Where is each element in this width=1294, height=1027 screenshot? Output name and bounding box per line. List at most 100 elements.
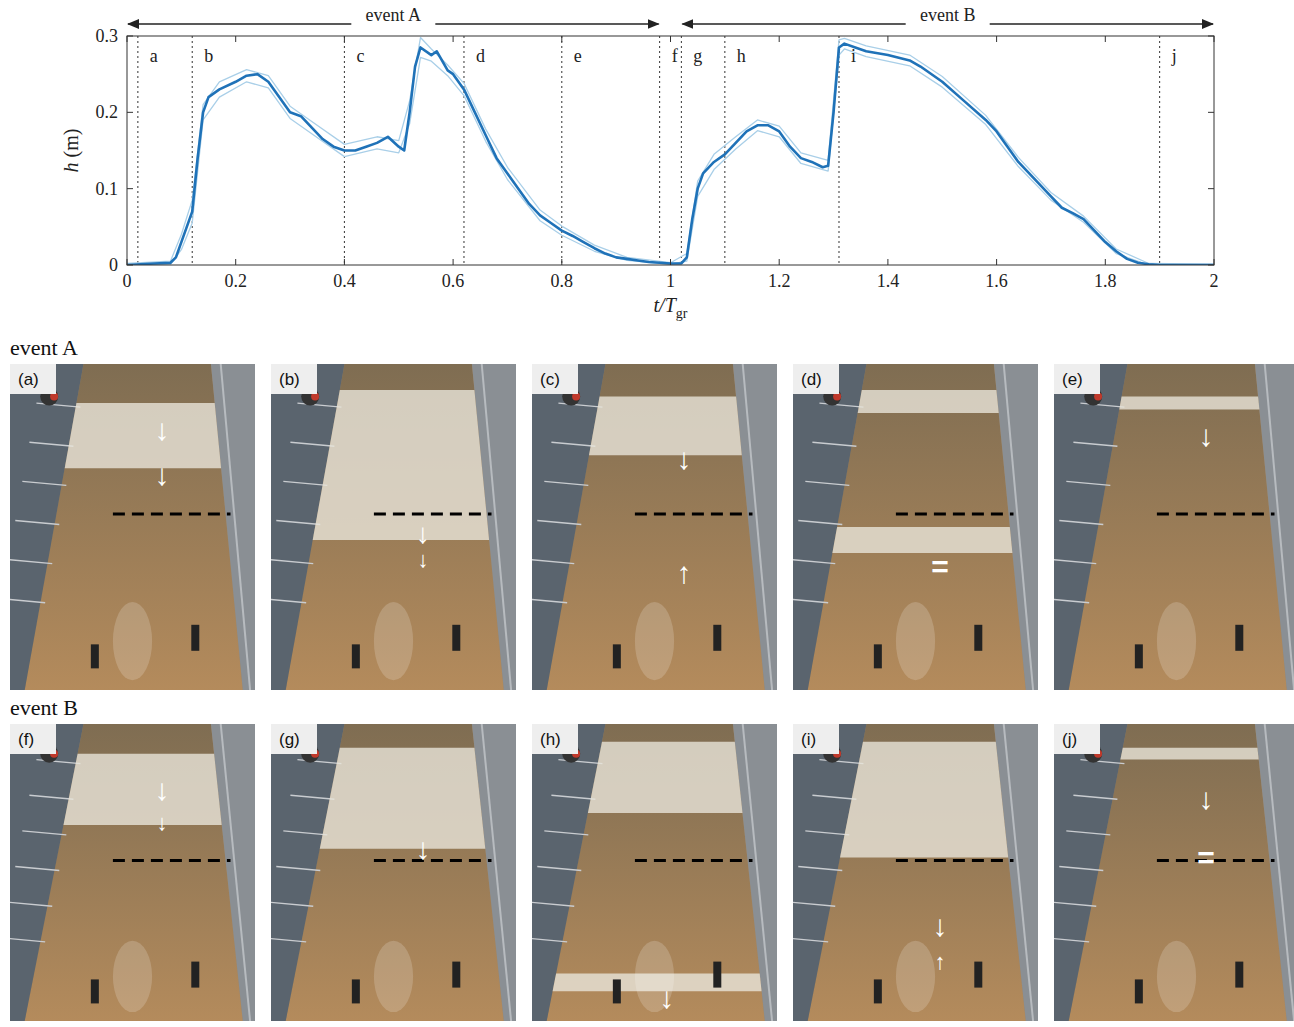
- foam-band: [832, 527, 1012, 553]
- event-marker-label: c: [356, 46, 364, 66]
- event-label: event B: [920, 5, 976, 25]
- flume-left-wall: [1054, 364, 1128, 690]
- y-tick-right: [1208, 36, 1214, 37]
- event-marker-line: [724, 36, 725, 265]
- wall-instrument: [276, 867, 320, 871]
- foam-band: [313, 390, 489, 540]
- wall-instrument: [10, 599, 45, 603]
- wall-instrument: [10, 938, 45, 942]
- wall-instrument: [537, 867, 581, 871]
- x-tick-label: 0.6: [442, 271, 465, 291]
- wall-instrument: [532, 599, 567, 603]
- x-tick: [561, 259, 562, 265]
- event-label-bg: [906, 5, 990, 27]
- wall-instrument: [544, 831, 588, 835]
- y-tick: [127, 265, 133, 266]
- foam-band: [65, 403, 221, 468]
- wall-instrument: [276, 520, 320, 524]
- event-marker-label: j: [1171, 46, 1177, 66]
- gauge: [352, 979, 360, 1003]
- wall-instrument: [271, 599, 306, 603]
- photo-ground: [10, 724, 255, 1021]
- x-tick: [344, 259, 345, 265]
- event-marker-line: [681, 36, 682, 265]
- wall-instrument: [544, 481, 588, 485]
- flow-symbol: ↑: [676, 556, 691, 589]
- wall-rail: [1004, 724, 1033, 1021]
- x-tick-label: 1.6: [985, 271, 1008, 291]
- wall-instrument: [22, 481, 66, 485]
- photo-ground: [271, 724, 516, 1021]
- wall-instrument: [297, 403, 341, 407]
- x-tick: [670, 259, 671, 265]
- x-tick: [1105, 259, 1106, 265]
- y-tick-label: 0.1: [96, 179, 119, 199]
- reference-line: [113, 512, 231, 515]
- panel-label: (e): [1062, 370, 1083, 389]
- reference-line: [896, 512, 1014, 515]
- flow-symbol: ↓: [1198, 419, 1213, 452]
- y-axis-title: h (m): [60, 129, 83, 173]
- event-marker-line: [838, 36, 839, 265]
- reference-line: [635, 512, 753, 515]
- event-label-bg: [351, 5, 435, 27]
- wall-instrument: [532, 938, 567, 942]
- flow-symbol: ↓: [676, 442, 691, 475]
- band-line: [127, 49, 1214, 265]
- flume-right-wall: [994, 724, 1038, 1021]
- x-tick: [127, 259, 128, 265]
- photo-panels: event A↓↓(a)↓↓(b)↓↑(c)=(d)↓(e)event B↓↓(…: [1, 335, 1294, 1021]
- foam-band: [320, 748, 486, 849]
- row-label: event A: [10, 335, 78, 360]
- x-tick: [1214, 259, 1215, 265]
- event-marker-line: [463, 36, 464, 265]
- wall-instrument: [290, 442, 334, 446]
- photo-ground: [271, 364, 516, 690]
- wall-instrument: [793, 902, 835, 906]
- panel-label: (f): [18, 730, 34, 749]
- wall-instrument: [271, 902, 313, 906]
- gauge: [191, 625, 199, 651]
- event-marker-label: i: [851, 46, 856, 66]
- panel-label-bg: [793, 364, 839, 394]
- photo-ground: [793, 724, 1038, 1021]
- x-tick-top: [561, 36, 562, 42]
- gauge: [352, 644, 360, 668]
- wall-instrument: [532, 560, 574, 564]
- event-marker-label: g: [693, 46, 702, 66]
- wall-instrument: [1054, 938, 1089, 942]
- y-axis-title-part: (m): [60, 129, 83, 163]
- gauge: [613, 979, 621, 1003]
- flow-symbol: ↓: [154, 413, 169, 446]
- x-tick: [996, 259, 997, 265]
- foam-band: [589, 397, 742, 456]
- x-tick-top: [1214, 36, 1215, 42]
- wall-instrument: [271, 560, 313, 564]
- wall-rail: [1265, 364, 1294, 690]
- flow-symbol: ↓: [1198, 782, 1213, 815]
- wall-instrument: [1073, 795, 1117, 799]
- flume-right-wall: [1255, 364, 1294, 690]
- photo-panel: ↓=: [1054, 724, 1294, 1021]
- x-tick-label: 1.2: [768, 271, 791, 291]
- gauge: [1235, 625, 1243, 651]
- panel-label: (g): [279, 730, 300, 749]
- wall-instrument: [1059, 867, 1103, 871]
- flume-left-wall: [10, 364, 84, 690]
- panel-label-bg: [10, 724, 56, 754]
- x-tick: [235, 259, 236, 265]
- wall-instrument: [283, 831, 327, 835]
- photo-panel: ↓↓: [10, 724, 255, 1021]
- photo-panel: ↓↓: [271, 364, 516, 690]
- y-tick-label: 0: [109, 255, 118, 275]
- wall-instrument: [1054, 902, 1096, 906]
- photo-panel: ↓↑: [793, 724, 1038, 1021]
- wall-instrument: [551, 795, 595, 799]
- panel-label-bg: [271, 364, 317, 394]
- x-tick-label: 2: [1210, 271, 1219, 291]
- gauge: [1235, 962, 1243, 988]
- y-tick-right: [1208, 265, 1214, 266]
- photo-panel: ↓: [1054, 364, 1294, 690]
- reflection: [113, 602, 152, 680]
- y-tick: [127, 112, 133, 113]
